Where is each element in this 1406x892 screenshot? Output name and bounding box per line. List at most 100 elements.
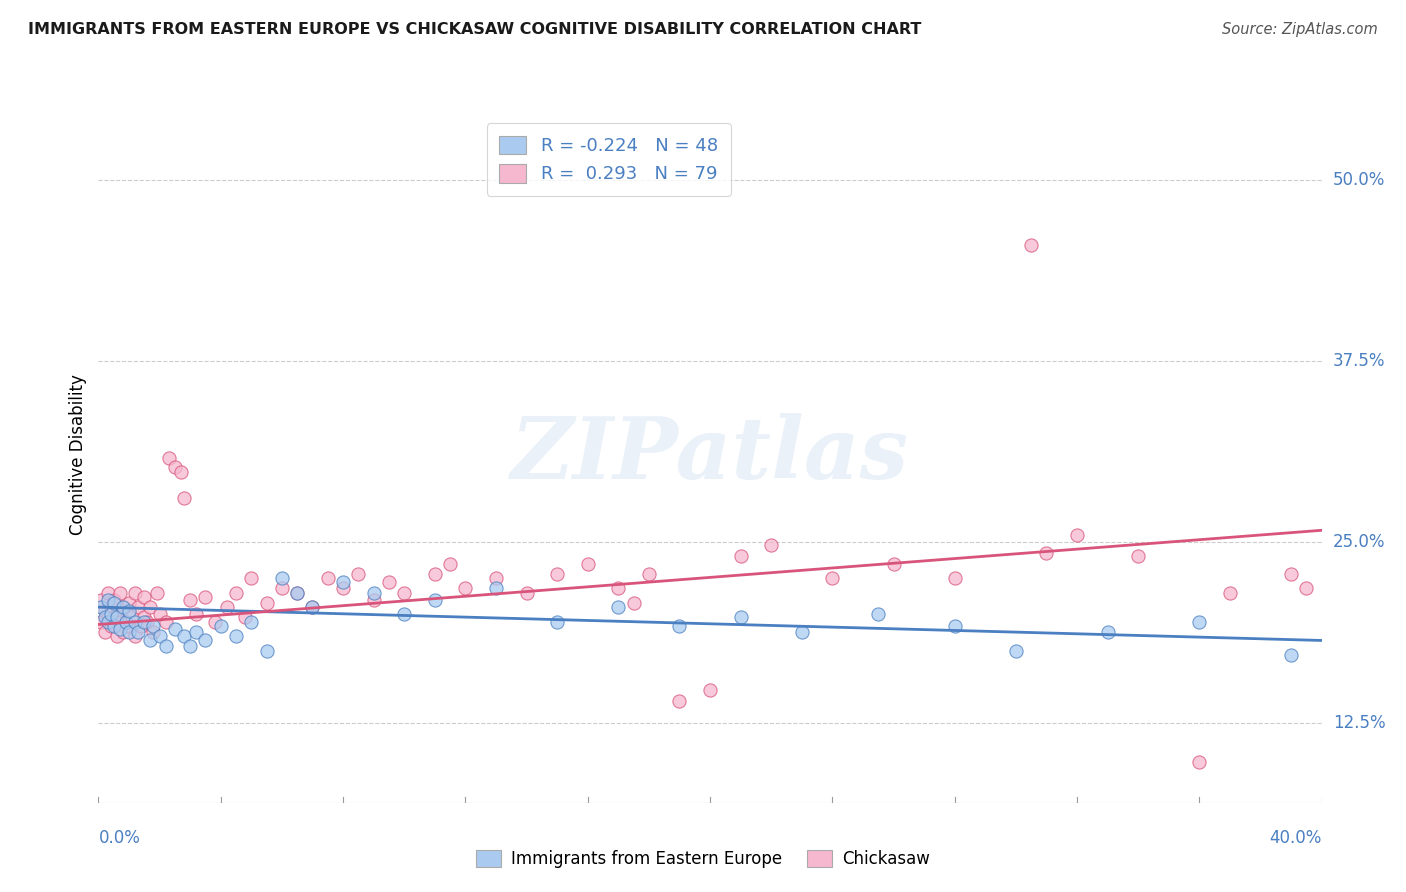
Point [108, 585, 131, 599]
Text: 0.0%: 0.0% [98, 829, 141, 847]
Point [93, 624, 115, 639]
Point [301, 600, 323, 615]
Point [124, 629, 146, 643]
Text: IMMIGRANTS FROM EASTERN EUROPE VS CHICKASAW COGNITIVE DISABILITY CORRELATION CHA: IMMIGRANTS FROM EASTERN EUROPE VS CHICKA… [28, 22, 921, 37]
Legend: R = -0.224   N = 48, R =  0.293   N = 79: R = -0.224 N = 48, R = 0.293 N = 79 [486, 123, 731, 196]
Point [1004, 643, 1026, 657]
Point [285, 585, 308, 599]
Point [759, 538, 782, 552]
Point [392, 607, 416, 622]
Point [1279, 566, 1302, 581]
Point [1295, 582, 1317, 596]
Point [124, 585, 146, 599]
Point [97, 615, 120, 629]
Point [108, 615, 131, 629]
Point [576, 557, 599, 571]
Point [100, 600, 122, 615]
Point [134, 615, 156, 629]
Point [225, 585, 247, 599]
Point [943, 571, 966, 585]
Point [1219, 585, 1241, 599]
Point [127, 600, 149, 615]
Point [516, 585, 538, 599]
Point [363, 593, 385, 607]
Point [118, 624, 141, 639]
Point [108, 622, 131, 636]
Point [103, 593, 125, 607]
Point [93, 610, 115, 624]
Point [454, 582, 477, 596]
Point [392, 585, 416, 599]
Point [90, 600, 112, 615]
Point [1066, 527, 1088, 541]
Point [149, 607, 172, 622]
Point [363, 585, 385, 599]
Point [883, 557, 905, 571]
Point [668, 694, 690, 708]
Point [90, 615, 112, 629]
Point [209, 619, 232, 633]
Point [163, 459, 186, 474]
Point [1019, 237, 1042, 252]
Point [145, 585, 167, 599]
Point [1188, 755, 1211, 769]
Point [111, 600, 134, 615]
Point [332, 575, 354, 590]
Legend: Immigrants from Eastern Europe, Chickasaw: Immigrants from Eastern Europe, Chickasa… [470, 843, 936, 875]
Text: 40.0%: 40.0% [1270, 829, 1322, 847]
Point [103, 596, 125, 610]
Point [93, 605, 115, 619]
Point [129, 619, 152, 633]
Point [103, 610, 125, 624]
Point [316, 571, 339, 585]
Point [730, 610, 752, 624]
Point [332, 582, 354, 596]
Point [270, 571, 292, 585]
Point [423, 593, 446, 607]
Point [423, 566, 446, 581]
Point [285, 585, 308, 599]
Point [134, 590, 156, 604]
Text: ZIPatlas: ZIPatlas [510, 413, 910, 497]
Point [270, 582, 292, 596]
Point [170, 466, 193, 480]
Point [240, 571, 263, 585]
Point [149, 629, 172, 643]
Point [155, 639, 177, 653]
Point [790, 624, 813, 639]
Point [100, 619, 122, 633]
Point [118, 605, 141, 619]
Point [100, 607, 122, 622]
Point [121, 610, 143, 624]
Point [186, 624, 208, 639]
Point [105, 607, 128, 622]
Point [105, 629, 128, 643]
Point [485, 571, 508, 585]
Point [347, 566, 370, 581]
Point [173, 629, 195, 643]
Point [124, 615, 146, 629]
Point [256, 596, 278, 610]
Point [256, 643, 278, 657]
Point [186, 607, 208, 622]
Point [97, 610, 120, 624]
Point [546, 566, 568, 581]
Point [637, 566, 661, 581]
Point [485, 582, 508, 596]
Text: 37.5%: 37.5% [1333, 351, 1385, 369]
Point [103, 619, 125, 633]
Point [378, 575, 401, 590]
Text: 50.0%: 50.0% [1333, 170, 1385, 188]
Point [118, 619, 141, 633]
Point [155, 615, 177, 629]
Point [821, 571, 844, 585]
Point [97, 585, 120, 599]
Text: 12.5%: 12.5% [1333, 714, 1385, 732]
Point [623, 596, 645, 610]
Point [699, 682, 721, 697]
Point [194, 590, 217, 604]
Point [1279, 648, 1302, 662]
Point [134, 610, 156, 624]
Point [105, 610, 128, 624]
Point [240, 615, 263, 629]
